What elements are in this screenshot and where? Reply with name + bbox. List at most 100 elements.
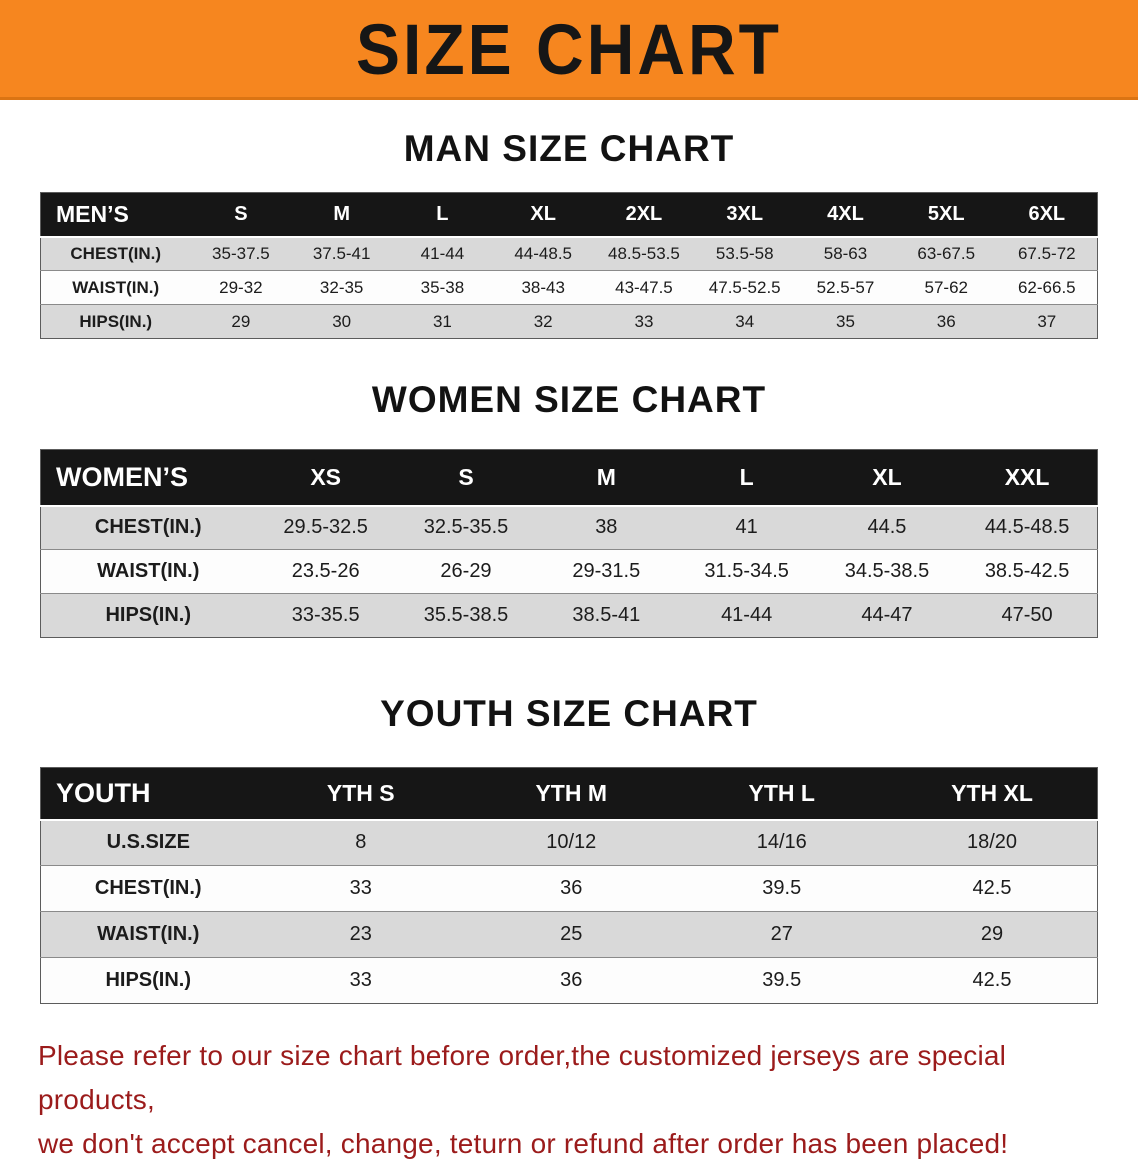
- row-label: WAIST(IN.): [40, 270, 191, 305]
- size-value-cell: 44.5: [816, 505, 958, 550]
- women-size-table: WOMEN’S XS S M L XL XXL CHEST(IN.) 29.5-32.5 32.5…: [40, 449, 1098, 638]
- size-value-cell: 33: [255, 865, 466, 912]
- table-row: WAIST(IN.) 23 25 27 29: [40, 911, 1098, 958]
- size-value-cell: 34: [694, 304, 796, 339]
- size-value-cell: 36: [466, 865, 677, 912]
- size-value-cell: 29.5-32.5: [255, 505, 396, 550]
- table-header-row: YOUTH YTH S YTH M YTH L YTH XL: [40, 767, 1098, 821]
- table-row: WAIST(IN.) 23.5-26 26-29 29-31.5 31.5-34.5 34…: [40, 549, 1098, 594]
- row-label: WAIST(IN.): [40, 911, 256, 958]
- size-value-cell: 39.5: [676, 957, 887, 1004]
- row-label: HIPS(IN.): [40, 304, 191, 339]
- women-section-heading: WOMEN SIZE CHART: [371, 379, 767, 420]
- size-column-header: 2XL: [593, 192, 695, 238]
- size-column-header: XL: [492, 192, 594, 238]
- size-value-cell: 32: [492, 304, 594, 339]
- size-value-cell: 26-29: [395, 549, 537, 594]
- size-value-cell: 23.5-26: [255, 549, 396, 594]
- size-value-cell: 35-38: [392, 270, 493, 305]
- size-value-cell: 31.5-34.5: [676, 549, 817, 594]
- table-row: HIPS(IN.) 29 30 31 32 33 34 35 36 37: [40, 304, 1098, 339]
- size-value-cell: 23: [255, 911, 466, 958]
- size-value-cell: 58-63: [795, 236, 896, 271]
- size-value-cell: 38-43: [492, 270, 594, 305]
- size-value-cell: 41: [676, 505, 817, 550]
- size-column-header: XXL: [957, 449, 1098, 507]
- row-label: CHEST(IN.): [40, 505, 256, 550]
- row-label: HIPS(IN.): [40, 957, 256, 1004]
- size-value-cell: 44.5-48.5: [957, 505, 1098, 550]
- table-row: HIPS(IN.) 33 36 39.5 42.5: [40, 957, 1098, 1004]
- size-value-cell: 41-44: [392, 236, 493, 271]
- size-value-cell: 38.5-42.5: [957, 549, 1098, 594]
- table-row: U.S.SIZE 8 10/12 14/16 18/20: [40, 819, 1098, 866]
- disclaimer-text: Please refer to our size chart before or…: [38, 1034, 1100, 1167]
- size-column-header: 3XL: [694, 192, 796, 238]
- size-value-cell: 44-48.5: [492, 236, 594, 271]
- men-size-table: MEN’S S M L XL 2XL 3XL 4XL 5XL 6XL CHEST(IN.) 35-37…: [40, 192, 1098, 339]
- size-value-cell: 33: [593, 304, 695, 339]
- size-column-header: M: [536, 449, 677, 507]
- size-value-cell: 52.5-57: [795, 270, 896, 305]
- table-row: HIPS(IN.) 33-35.5 35.5-38.5 38.5-41 41-44 44-…: [40, 593, 1098, 638]
- table-row: CHEST(IN.) 35-37.5 37.5-41 41-44 44-48.5 48.5…: [40, 236, 1098, 271]
- row-label: U.S.SIZE: [40, 819, 256, 866]
- youth-size-table: YOUTH YTH S YTH M YTH L YTH XL U.S.SIZE 8 10/12…: [40, 767, 1098, 1004]
- size-value-cell: 48.5-53.5: [593, 236, 695, 271]
- men-section-heading: MAN SIZE CHART: [403, 128, 735, 169]
- size-value-cell: 29-31.5: [536, 549, 677, 594]
- size-column-header: 5XL: [895, 192, 997, 238]
- row-label: HIPS(IN.): [40, 593, 256, 638]
- size-column-header: L: [676, 449, 817, 507]
- size-value-cell: 32-35: [291, 270, 393, 305]
- youth-section-heading: YOUTH SIZE CHART: [380, 693, 758, 734]
- size-value-cell: 53.5-58: [694, 236, 796, 271]
- size-value-cell: 35-37.5: [190, 236, 292, 271]
- row-label: CHEST(IN.): [40, 865, 256, 912]
- size-value-cell: 30: [291, 304, 393, 339]
- size-column-header: S: [190, 192, 292, 238]
- size-column-header: YTH XL: [887, 767, 1098, 821]
- row-label: CHEST(IN.): [40, 236, 191, 271]
- size-column-header: M: [291, 192, 393, 238]
- size-value-cell: 63-67.5: [895, 236, 997, 271]
- size-value-cell: 33: [255, 957, 466, 1004]
- size-value-cell: 57-62: [895, 270, 997, 305]
- disclaimer-line-2: we don't accept cancel, change, teturn o…: [38, 1128, 1009, 1160]
- table-title-cell: MEN’S: [40, 192, 191, 238]
- size-value-cell: 38.5-41: [536, 593, 677, 638]
- size-value-cell: 36: [466, 957, 677, 1004]
- size-value-cell: 43-47.5: [593, 270, 695, 305]
- size-value-cell: 8: [255, 819, 466, 866]
- size-column-header: 4XL: [795, 192, 896, 238]
- table-title-cell: WOMEN’S: [40, 449, 256, 507]
- size-value-cell: 38: [536, 505, 677, 550]
- size-value-cell: 37: [996, 304, 1098, 339]
- size-value-cell: 35: [795, 304, 896, 339]
- row-label: WAIST(IN.): [40, 549, 256, 594]
- size-chart-banner: SIZE CHART: [0, 0, 1138, 100]
- table-header-row: MEN’S S M L XL 2XL 3XL 4XL 5XL 6XL: [40, 192, 1098, 238]
- size-value-cell: 27: [676, 911, 887, 958]
- size-value-cell: 34.5-38.5: [816, 549, 958, 594]
- size-value-cell: 44-47: [816, 593, 958, 638]
- size-value-cell: 10/12: [466, 819, 677, 866]
- size-column-header: L: [392, 192, 493, 238]
- table-row: WAIST(IN.) 29-32 32-35 35-38 38-43 43-47.5 47.…: [40, 270, 1098, 305]
- table-header-row: WOMEN’S XS S M L XL XXL: [40, 449, 1098, 507]
- size-value-cell: 29-32: [190, 270, 292, 305]
- table-row: CHEST(IN.) 33 36 39.5 42.5: [40, 865, 1098, 912]
- table-row: CHEST(IN.) 29.5-32.5 32.5-35.5 38 41 44.5 44.5…: [40, 505, 1098, 550]
- youth-size-section: YOUTH SIZE CHART YOUTH YTH S YTH M YTH L YTH…: [0, 693, 1138, 1004]
- size-value-cell: 42.5: [887, 957, 1098, 1004]
- size-value-cell: 42.5: [887, 865, 1098, 912]
- size-value-cell: 41-44: [676, 593, 817, 638]
- size-value-cell: 37.5-41: [291, 236, 393, 271]
- size-value-cell: 47-50: [957, 593, 1098, 638]
- size-column-header: S: [395, 449, 537, 507]
- size-value-cell: 32.5-35.5: [395, 505, 537, 550]
- size-value-cell: 29: [887, 911, 1098, 958]
- size-column-header: YTH L: [676, 767, 887, 821]
- size-value-cell: 14/16: [676, 819, 887, 866]
- size-value-cell: 31: [392, 304, 493, 339]
